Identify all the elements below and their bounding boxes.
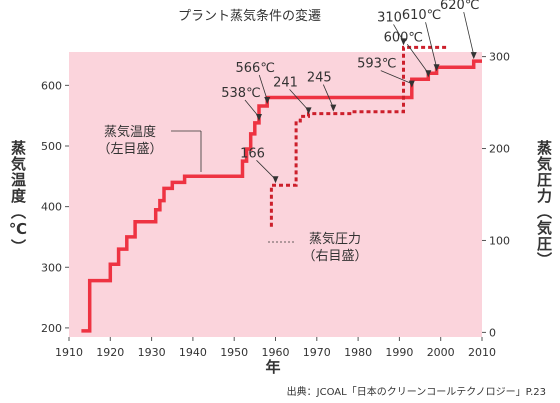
y-right-tick-label: 100 (489, 234, 510, 247)
annotation-label: 566℃ (236, 61, 275, 76)
annotation-label: 310 (377, 10, 402, 25)
annotation-leader (258, 74, 268, 101)
annotation-leader (380, 70, 412, 84)
x-tick-label: 1920 (96, 346, 124, 359)
x-tick-label: 2010 (468, 346, 496, 359)
series-line-2 (269, 45, 449, 227)
y-left-tick-label: 600 (41, 79, 62, 92)
annotation-arrow (272, 176, 279, 184)
y-left-tick-label: 500 (41, 140, 62, 153)
annotation-arrow (330, 104, 337, 112)
y-left-tick-label: 300 (41, 261, 62, 274)
annotation-arrow (255, 113, 262, 121)
annotation-label: 610℃ (402, 8, 441, 23)
annotation-label: 241 (273, 75, 298, 90)
source-note: 出典：JCOAL「日本のクリーンコールテクノロジー」P.23 (286, 387, 546, 398)
annotation-leader (463, 12, 475, 56)
series-label: （右目盛） (302, 249, 367, 264)
y-right-tick-label: 200 (489, 143, 510, 156)
y-right-tick-label: 0 (489, 326, 496, 339)
annotation-arrow (400, 38, 407, 46)
x-tick-label: 1960 (262, 346, 290, 359)
series-line-1 (81, 59, 482, 333)
annotation-leader (289, 89, 309, 111)
x-axis-label: 年 (265, 358, 280, 376)
annotation-label: 245 (307, 71, 332, 86)
x-tick-label: 2000 (427, 346, 455, 359)
annotation-arrow (470, 52, 477, 60)
x-tick-label: 1910 (55, 346, 83, 359)
x-tick-label: 1950 (220, 346, 248, 359)
annotation-label: 600℃ (384, 30, 423, 45)
annotation-leader (406, 44, 429, 74)
annotation-arrow (264, 96, 271, 104)
series-label: 蒸気温度 (104, 124, 156, 140)
y-axis-left-label: 蒸気温度（℃） (9, 140, 27, 255)
annotation-arrow (408, 80, 415, 88)
annotation-arrow (433, 64, 440, 72)
series-label: （左目盛） (97, 142, 162, 157)
annotation-label: 166 (240, 146, 265, 161)
x-tick-label: 1980 (344, 346, 372, 359)
annotation-label: 620℃ (440, 0, 479, 13)
annotation-arrow (305, 107, 312, 115)
x-tick-label: 1990 (385, 346, 413, 359)
y-right-tick-label: 300 (489, 51, 510, 64)
annotation-label: 593℃ (357, 57, 396, 72)
annotation-arrow (425, 70, 432, 78)
y-axis-right-label: 蒸気圧力（気圧） (535, 140, 553, 268)
y-left-tick-label: 200 (41, 322, 62, 335)
y-left-tick-label: 400 (41, 201, 62, 214)
x-tick-label: 1940 (179, 346, 207, 359)
x-tick-label: 1930 (138, 346, 166, 359)
chart-title: プラント蒸気条件の変遷 (178, 8, 321, 24)
plot-area (69, 52, 482, 337)
series-label: 蒸気圧力 (309, 231, 361, 247)
annotation-leader (322, 84, 334, 108)
annotation-leader (425, 22, 437, 68)
annotation-leader (256, 160, 276, 180)
x-tick-label: 1970 (303, 346, 331, 359)
annotation-label: 538℃ (221, 86, 260, 101)
